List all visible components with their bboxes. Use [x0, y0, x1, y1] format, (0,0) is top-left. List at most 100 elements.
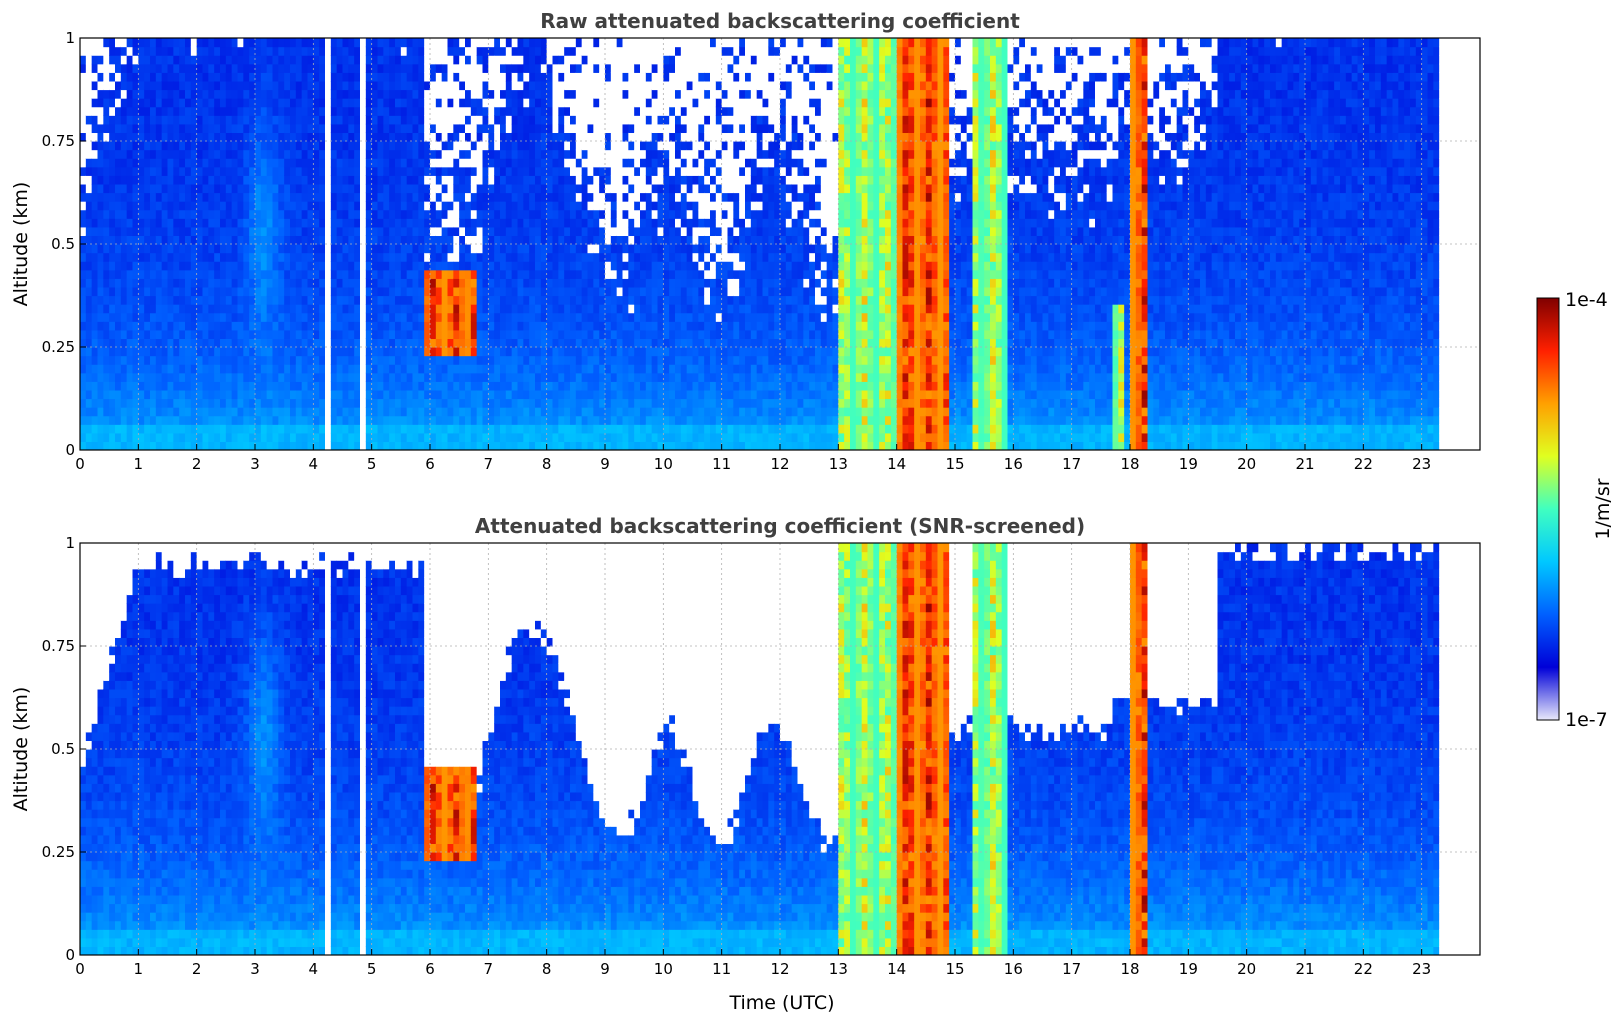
heatmap-cell [418, 89, 425, 99]
heatmap-cell [581, 72, 589, 82]
heatmap-cell [634, 98, 641, 108]
heatmap-cell [400, 415, 408, 425]
heatmap-cell [575, 389, 583, 400]
heatmap-cell [564, 46, 571, 56]
heatmap-cell [482, 329, 489, 340]
heatmap-cell [675, 209, 682, 219]
heatmap-cell [249, 338, 256, 348]
heatmap-cell [605, 72, 612, 82]
heatmap-cell [196, 278, 204, 288]
heatmap-cell [558, 278, 565, 288]
heatmap-cell [167, 226, 174, 237]
heatmap-cell [680, 432, 688, 443]
heatmap-cell [505, 141, 513, 151]
heatmap-cell [120, 407, 128, 417]
heatmap-cell [138, 329, 145, 340]
heatmap-cell [150, 55, 157, 65]
heatmap-cell [599, 132, 606, 142]
heatmap-cell [115, 424, 122, 434]
heatmap-cell [231, 123, 239, 134]
heatmap-cell [622, 304, 629, 314]
heatmap-cell [185, 269, 192, 279]
heatmap-cell [243, 63, 250, 73]
heatmap-cell [517, 441, 524, 450]
heatmap-cell [465, 132, 472, 142]
heatmap-cell [470, 192, 478, 202]
heatmap-cell [243, 372, 250, 382]
heatmap-cell [272, 123, 279, 134]
heatmap-cell [395, 295, 402, 305]
heatmap-cell [255, 183, 262, 194]
heatmap-cell [593, 55, 600, 65]
heatmap-cell [395, 123, 402, 134]
heatmap-cell [575, 192, 583, 202]
heatmap-cell [529, 132, 536, 142]
heatmap-cell [552, 424, 559, 434]
heatmap-cell [196, 141, 204, 151]
heatmap-cell [476, 235, 484, 245]
heatmap-cell [167, 321, 174, 331]
heatmap-cell [529, 115, 536, 125]
heatmap-cell [669, 183, 676, 194]
heatmap-cell [622, 80, 629, 91]
heatmap-cell [500, 72, 507, 82]
heatmap-cell [657, 55, 664, 65]
heatmap-cell [97, 132, 104, 142]
heatmap-cell [284, 407, 291, 417]
heatmap-cell [313, 115, 320, 125]
heatmap-cell [389, 389, 396, 400]
heatmap-cell [558, 304, 565, 314]
heatmap-cell [91, 355, 99, 365]
heatmap-cell [657, 158, 664, 168]
heatmap-cell [669, 55, 676, 65]
heatmap-cell [663, 415, 670, 425]
heatmap-cell [645, 286, 653, 297]
heatmap-cell [342, 278, 349, 288]
heatmap-cell [575, 209, 583, 219]
heatmap-cell [190, 235, 198, 245]
heatmap-cell [202, 244, 209, 254]
heatmap-cell [155, 201, 163, 211]
heatmap-cell [307, 372, 314, 382]
heatmap-cell [435, 123, 443, 134]
heatmap-cell [453, 106, 460, 116]
heatmap-cell [610, 347, 618, 357]
heatmap-cell [412, 89, 419, 99]
heatmap-cell [680, 295, 688, 305]
heatmap-cell [208, 46, 215, 56]
heatmap-cell [441, 286, 449, 297]
heatmap-cell [260, 347, 268, 357]
heatmap-cell [231, 432, 239, 443]
heatmap-cell [459, 38, 466, 48]
heatmap-cell [80, 424, 87, 434]
heatmap-cell [628, 55, 635, 65]
heatmap-cell [663, 295, 670, 305]
heatmap-cell [144, 261, 151, 271]
heatmap-cell [371, 106, 379, 116]
heatmap-cell [616, 158, 624, 168]
heatmap-cell [120, 355, 128, 365]
heatmap-cell [634, 278, 641, 288]
heatmap-cell [395, 192, 402, 202]
heatmap-cell [517, 55, 524, 65]
heatmap-cell [325, 158, 332, 168]
heatmap-cell [552, 398, 559, 408]
heatmap-cell [80, 72, 87, 82]
heatmap-cell [663, 347, 670, 357]
heatmap-cell [465, 123, 472, 134]
heatmap-cell [540, 183, 548, 194]
heatmap-cell [593, 235, 600, 245]
heatmap-cell [307, 441, 314, 450]
heatmap-cell [360, 441, 367, 450]
heatmap-cell [552, 183, 559, 194]
heatmap-cell [202, 355, 209, 365]
heatmap-cell [680, 55, 688, 65]
heatmap-cell [494, 312, 501, 322]
heatmap-cell [225, 261, 233, 271]
heatmap-cell [115, 80, 122, 91]
heatmap-cell [430, 89, 437, 99]
heatmap-cell [161, 106, 169, 116]
heatmap-cell [395, 141, 402, 151]
heatmap-cell [447, 432, 454, 443]
heatmap-cell [167, 218, 174, 228]
